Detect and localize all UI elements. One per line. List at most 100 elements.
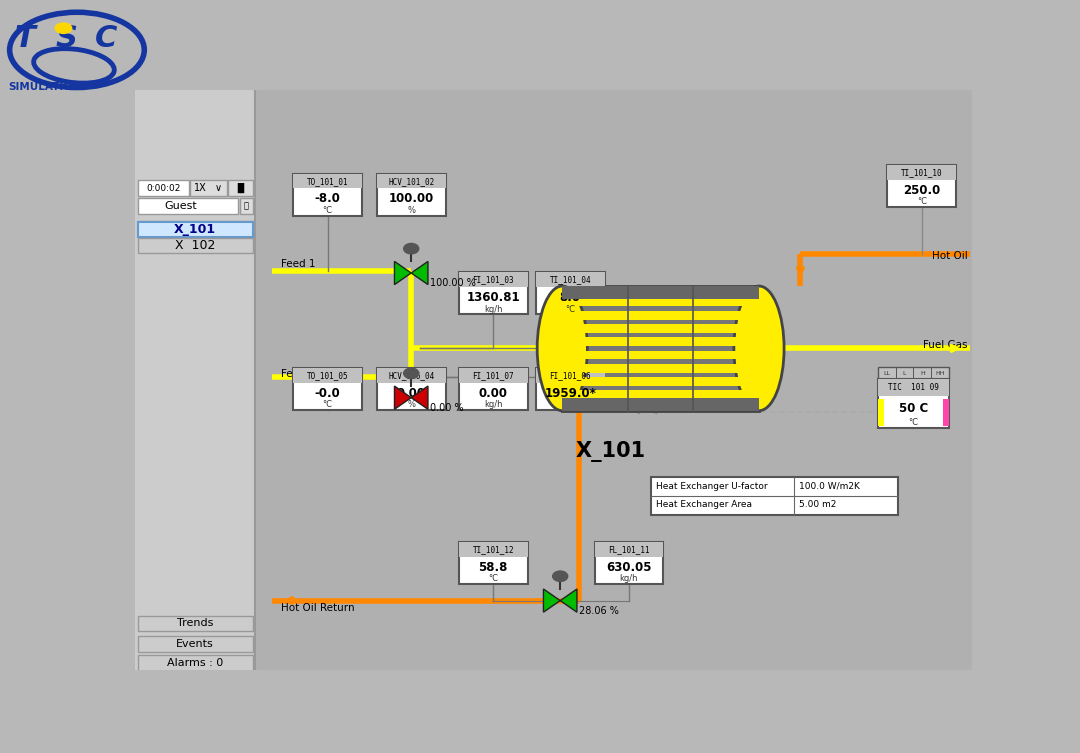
Text: X_101: X_101 <box>576 441 646 462</box>
FancyBboxPatch shape <box>943 398 949 425</box>
Text: 100.00 %: 100.00 % <box>430 279 475 288</box>
Text: FI_101_06: FI_101_06 <box>550 371 591 380</box>
Polygon shape <box>411 386 428 410</box>
FancyBboxPatch shape <box>536 273 605 314</box>
FancyBboxPatch shape <box>564 364 757 373</box>
Text: Guest: Guest <box>164 201 198 212</box>
Text: Hot Oil: Hot Oil <box>932 251 968 261</box>
Text: 8.0: 8.0 <box>559 291 581 304</box>
FancyBboxPatch shape <box>536 273 605 287</box>
Text: 1360.81: 1360.81 <box>467 291 521 304</box>
FancyBboxPatch shape <box>564 297 757 306</box>
FancyBboxPatch shape <box>137 222 253 237</box>
Text: 28.06 %: 28.06 % <box>579 606 619 616</box>
Text: Trends: Trends <box>177 618 213 629</box>
FancyBboxPatch shape <box>594 542 663 556</box>
FancyBboxPatch shape <box>137 655 253 671</box>
Circle shape <box>404 243 419 254</box>
Circle shape <box>404 368 419 379</box>
Text: -8.0: -8.0 <box>314 193 340 206</box>
Text: Heat Exchanger Area: Heat Exchanger Area <box>656 501 752 510</box>
Text: Fuel Gas: Fuel Gas <box>923 340 968 350</box>
FancyBboxPatch shape <box>878 379 949 396</box>
Text: -0.0: -0.0 <box>314 386 340 400</box>
FancyBboxPatch shape <box>293 174 362 215</box>
FancyBboxPatch shape <box>377 368 446 410</box>
FancyBboxPatch shape <box>459 542 527 556</box>
Text: %: % <box>407 206 415 215</box>
Text: X_101: X_101 <box>174 223 216 236</box>
FancyBboxPatch shape <box>228 180 253 197</box>
Text: SIMULATION: SIMULATION <box>9 82 81 93</box>
Text: 0.00 %: 0.00 % <box>430 403 463 413</box>
FancyBboxPatch shape <box>878 398 883 425</box>
Text: Feed 2: Feed 2 <box>282 370 316 380</box>
FancyBboxPatch shape <box>878 379 949 428</box>
Text: %: % <box>407 401 415 410</box>
Text: °C: °C <box>917 197 927 206</box>
Text: 50 C: 50 C <box>899 402 928 415</box>
FancyBboxPatch shape <box>293 368 362 383</box>
Text: kg/h: kg/h <box>484 305 502 314</box>
Text: LL: LL <box>883 370 890 376</box>
FancyBboxPatch shape <box>137 180 189 197</box>
Text: L: L <box>903 370 906 376</box>
FancyBboxPatch shape <box>255 90 972 670</box>
Text: 100.0 W/m2K: 100.0 W/m2K <box>799 482 860 491</box>
FancyBboxPatch shape <box>137 636 253 651</box>
Text: HH: HH <box>935 370 945 376</box>
Text: 250.0: 250.0 <box>903 184 941 197</box>
FancyBboxPatch shape <box>888 165 956 180</box>
FancyBboxPatch shape <box>564 351 757 359</box>
Text: FI_101_03: FI_101_03 <box>472 276 514 284</box>
FancyBboxPatch shape <box>135 90 255 670</box>
Text: HCV_101_02: HCV_101_02 <box>388 177 434 186</box>
FancyBboxPatch shape <box>564 377 757 386</box>
FancyBboxPatch shape <box>536 368 605 410</box>
Text: HCV_106_04: HCV_106_04 <box>388 371 434 380</box>
Text: C: C <box>95 24 118 53</box>
FancyBboxPatch shape <box>137 616 253 631</box>
FancyBboxPatch shape <box>137 197 238 215</box>
FancyBboxPatch shape <box>650 477 897 515</box>
Text: H: H <box>920 370 924 376</box>
Text: °C: °C <box>908 418 918 427</box>
FancyBboxPatch shape <box>536 368 605 383</box>
FancyBboxPatch shape <box>564 390 757 399</box>
Polygon shape <box>543 589 561 612</box>
Text: °C: °C <box>323 206 333 215</box>
FancyBboxPatch shape <box>459 273 527 287</box>
FancyBboxPatch shape <box>377 368 446 383</box>
Text: 0.00: 0.00 <box>396 386 426 400</box>
FancyBboxPatch shape <box>459 368 527 383</box>
Text: 1959.0*: 1959.0* <box>544 386 596 400</box>
Text: Hot Oil Return: Hot Oil Return <box>282 602 355 612</box>
Text: TI_101_12: TI_101_12 <box>472 545 514 554</box>
FancyBboxPatch shape <box>190 180 227 197</box>
FancyBboxPatch shape <box>459 273 527 314</box>
Text: TO_101_01: TO_101_01 <box>307 177 349 186</box>
Text: °C: °C <box>565 305 576 314</box>
Text: 5.00 m2: 5.00 m2 <box>799 501 836 510</box>
Text: 630.05: 630.05 <box>606 560 651 574</box>
Circle shape <box>55 23 71 33</box>
FancyBboxPatch shape <box>563 286 759 410</box>
FancyBboxPatch shape <box>878 367 949 379</box>
FancyBboxPatch shape <box>377 174 446 215</box>
Text: Events: Events <box>176 639 214 649</box>
Text: X  102: X 102 <box>175 239 215 252</box>
Polygon shape <box>561 589 577 612</box>
Circle shape <box>553 571 568 581</box>
Text: S: S <box>56 24 78 53</box>
Text: kg/h: kg/h <box>561 401 580 410</box>
Text: TI_101_04: TI_101_04 <box>550 276 591 284</box>
Text: 0:00:02: 0:00:02 <box>146 184 180 193</box>
Text: 1X: 1X <box>194 183 206 194</box>
Text: 58.8: 58.8 <box>478 560 508 574</box>
Text: °C: °C <box>488 575 498 584</box>
Text: T: T <box>14 24 35 53</box>
FancyBboxPatch shape <box>563 398 759 410</box>
Text: TO_101_05: TO_101_05 <box>307 371 349 380</box>
Polygon shape <box>411 261 428 285</box>
FancyBboxPatch shape <box>459 368 527 410</box>
